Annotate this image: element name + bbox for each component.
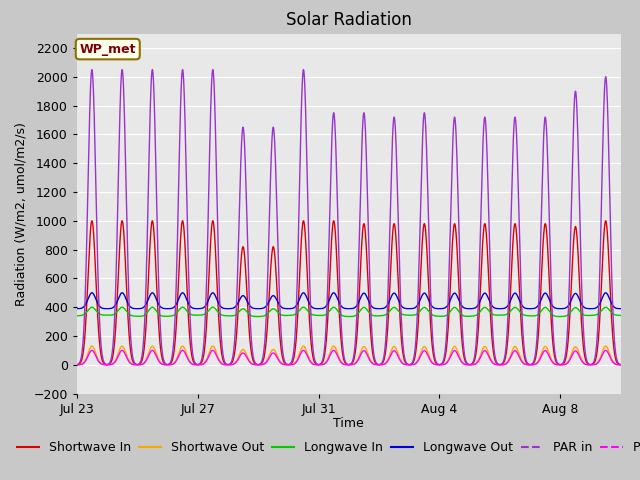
X-axis label: Time: Time (333, 417, 364, 430)
Y-axis label: Radiation (W/m2, umol/m2/s): Radiation (W/m2, umol/m2/s) (15, 121, 28, 306)
Text: WP_met: WP_met (79, 43, 136, 56)
Legend: Shortwave In, Shortwave Out, Longwave In, Longwave Out, PAR in, PAR out: Shortwave In, Shortwave Out, Longwave In… (12, 436, 640, 459)
Title: Solar Radiation: Solar Radiation (286, 11, 412, 29)
